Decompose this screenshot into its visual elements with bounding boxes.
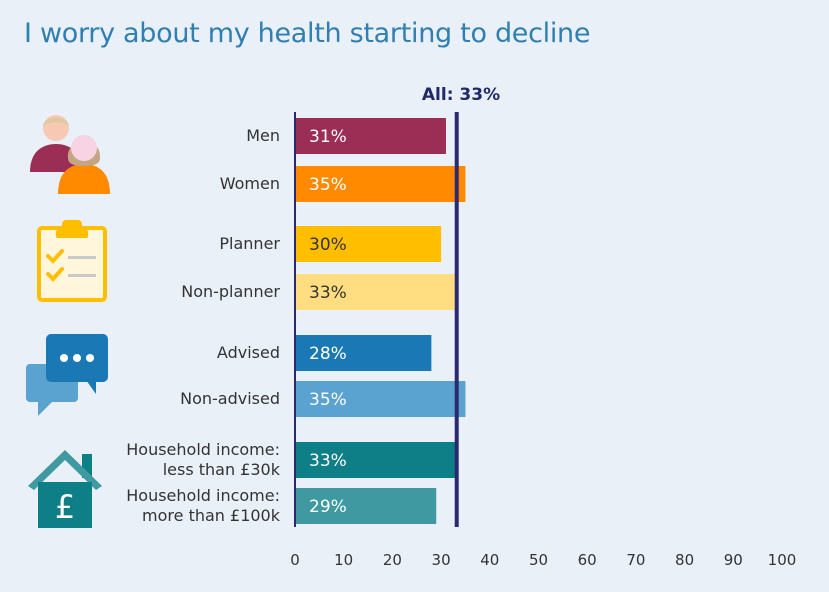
- category-label: Non-advised: [180, 389, 280, 408]
- x-tick-label: 0: [290, 551, 300, 569]
- people-icon: [30, 115, 110, 194]
- x-tick-label: 20: [383, 551, 402, 569]
- category-label: Non-planner: [181, 282, 280, 301]
- category-label: Women: [220, 174, 280, 193]
- x-tick-label: 30: [432, 551, 451, 569]
- reference-line-label: All: 33%: [422, 85, 500, 105]
- bar: [295, 488, 437, 524]
- bar-value-label: 35%: [309, 175, 347, 195]
- bar-value-label: 31%: [309, 127, 347, 147]
- bar: [295, 166, 466, 202]
- bar-value-label: 35%: [309, 390, 347, 410]
- bar: [295, 226, 442, 262]
- bar-value-label: 29%: [309, 497, 347, 517]
- x-tick-label: 50: [529, 551, 548, 569]
- house-pound-icon: £: [28, 450, 102, 528]
- chart-title: I worry about my health starting to decl…: [24, 18, 591, 49]
- bar: [295, 381, 466, 417]
- bar: [295, 274, 456, 310]
- category-label: Planner: [219, 234, 280, 253]
- bar-value-label: 28%: [309, 344, 347, 364]
- svg-text:£: £: [55, 488, 75, 526]
- x-tick-label: 40: [480, 551, 499, 569]
- x-tick-label: 70: [626, 551, 645, 569]
- bar: [295, 442, 456, 478]
- bar-value-label: 33%: [309, 451, 347, 471]
- category-label: Men: [246, 126, 280, 145]
- x-tick-label: 90: [724, 551, 743, 569]
- category-label: less than £30k: [163, 460, 281, 479]
- x-tick-label: 60: [578, 551, 597, 569]
- chat-bubbles-icon: [26, 334, 108, 416]
- bar: [295, 335, 432, 371]
- x-tick-label: 100: [768, 551, 797, 569]
- x-tick-label: 80: [675, 551, 694, 569]
- x-tick-label: 10: [334, 551, 353, 569]
- bar-value-label: 33%: [309, 283, 347, 303]
- clipboard-checklist-icon: [37, 220, 107, 302]
- category-label: more than £100k: [142, 506, 281, 525]
- bar-value-label: 30%: [309, 235, 347, 255]
- category-label: Household income:: [126, 440, 280, 459]
- bar: [295, 118, 446, 154]
- category-label: Advised: [217, 343, 280, 362]
- category-label: Household income:: [126, 486, 280, 505]
